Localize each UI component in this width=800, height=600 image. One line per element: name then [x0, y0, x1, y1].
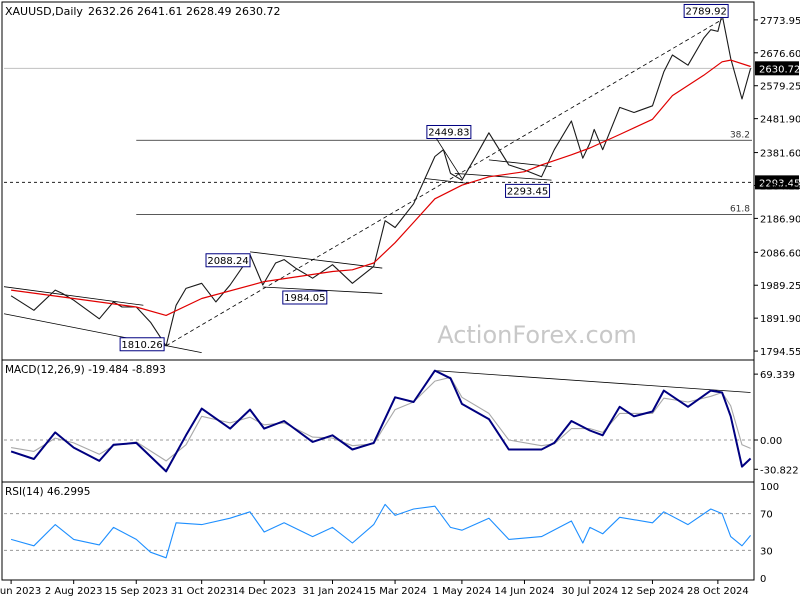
symbol-label: XAUUSD,Daily	[5, 5, 83, 18]
price-annotation-label: 2293.45	[507, 186, 548, 197]
axis-level-tag	[755, 61, 799, 76]
x-tick-label: 14 Dec 2023	[232, 586, 296, 597]
price-annotation-label: 1984.05	[284, 293, 325, 304]
price-annotation-box	[282, 290, 328, 305]
price-annotation-box	[119, 337, 165, 352]
price-ytick-label: 2086.60	[760, 248, 800, 259]
price-annotation-label: 2449.83	[428, 127, 469, 138]
rsi-pane-frame	[1, 481, 755, 581]
price-annotation-label: 2088.24	[207, 256, 248, 267]
flag-lower-line	[262, 286, 383, 294]
watermark: ActionForex.com	[437, 321, 637, 349]
macd-ytick-label: 69.339	[760, 370, 795, 381]
price-ytick-label: 2186.90	[760, 214, 800, 225]
rsi-ytick-label: 0	[760, 574, 766, 585]
wedge-line-3	[424, 178, 470, 184]
axis-level-tag-label: 2293.45	[759, 178, 800, 189]
x-tick-label: 15 Sep 2023	[105, 586, 168, 597]
rsi-ytick-label: 70	[760, 510, 773, 521]
price-annotation-label: 1810.26	[121, 340, 162, 351]
x-tick-label: 2 Aug 2023	[45, 586, 103, 597]
axis-level-tag	[755, 175, 799, 190]
x-tick-label: 1 May 2024	[432, 586, 491, 597]
price-pane-frame	[1, 1, 755, 361]
fib-level-label: 38.2	[730, 130, 750, 140]
rsi-line	[10, 503, 752, 559]
price-annotation-box	[505, 183, 551, 198]
price-ytick-label: 1794.55	[760, 347, 800, 358]
price-line	[10, 13, 752, 347]
price-ytick-label: 2773.95	[760, 16, 800, 27]
x-tick-label: 12 Sep 2024	[621, 586, 684, 597]
wedge-line-4	[488, 159, 552, 168]
rsi-title: RSI(14) 46.2995	[5, 486, 90, 498]
price-ytick-label: 1891.90	[760, 314, 800, 325]
price-ytick-label: 2284.25	[760, 181, 800, 192]
price-annotation-box	[205, 253, 251, 268]
rsi-ytick-label: 100	[760, 482, 779, 493]
wedge-line-1	[434, 135, 463, 179]
fib-level-label: 61.8	[730, 205, 750, 215]
flag-upper-line	[249, 251, 383, 269]
x-tick-label: 31 Oct 2023	[171, 586, 233, 597]
x-tick-label: 28 Oct 2024	[687, 586, 749, 597]
price-ytick-label: 2676.60	[760, 49, 800, 60]
wedge-line-2	[454, 172, 552, 181]
rsi-ytick-label: 30	[760, 546, 773, 557]
x-tick-label: 30 Jul 2024	[562, 586, 619, 597]
price-ytick-label: 1989.25	[760, 281, 800, 292]
ema-line	[11, 59, 751, 316]
macd-signal-line	[11, 376, 751, 462]
price-ytick-label: 2579.25	[760, 82, 800, 93]
x-tick-label: 19 Jun 2023	[0, 586, 41, 597]
x-tick-label: 31 Jan 2024	[303, 586, 363, 597]
x-tick-label: 14 Jun 2024	[494, 586, 554, 597]
macd-ytick-label: 0.00	[760, 436, 782, 447]
macd-line	[10, 369, 752, 473]
channel-lower-line	[3, 313, 202, 354]
price-ytick-label: 2381.60	[760, 149, 800, 160]
macd-ytick-label: -30.822	[760, 465, 799, 476]
macd-trend-line	[434, 370, 751, 393]
axis-level-tag-label: 2630.72	[759, 64, 800, 75]
price-annotation-label: 2789.92	[685, 6, 726, 17]
ohlc-label: 2632.26 2641.61 2628.49 2630.72	[88, 5, 280, 18]
macd-pane-frame	[1, 359, 755, 483]
price-annotation-box	[426, 124, 472, 139]
price-annotation-box	[683, 3, 729, 18]
rising-trend-line	[165, 19, 723, 347]
x-tick-label: 15 Mar 2024	[363, 586, 426, 597]
macd-title: MACD(12,26,9) -19.484 -8.893	[5, 364, 166, 376]
channel-upper-line	[3, 286, 144, 306]
price-ytick-label: 2481.90	[760, 115, 800, 126]
